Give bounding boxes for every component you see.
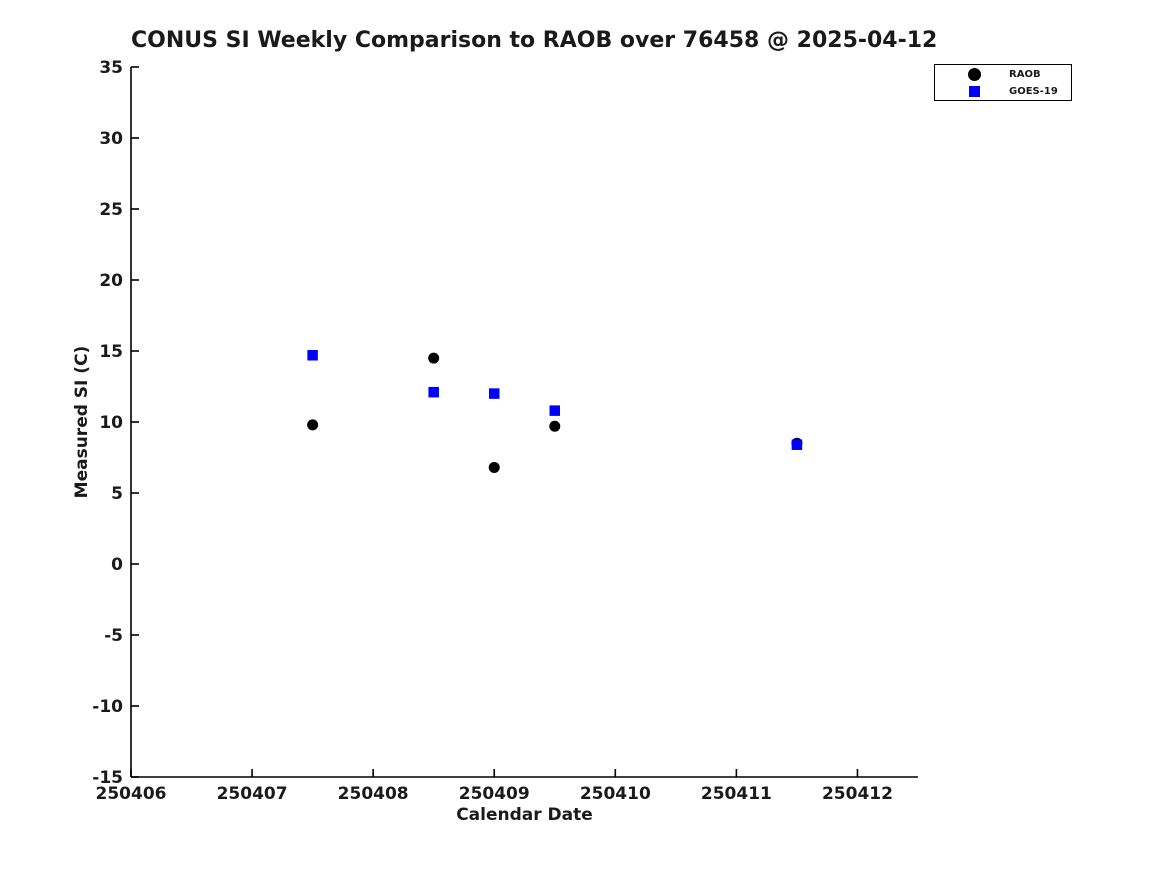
y-tick-label: 35 bbox=[99, 58, 123, 78]
y-tick-label: -5 bbox=[104, 626, 123, 646]
legend-label-goes19: GOES-19 bbox=[1009, 85, 1058, 97]
goes19-point bbox=[488, 388, 500, 399]
y-tick-label: -15 bbox=[92, 768, 123, 788]
y-tick-label: 20 bbox=[99, 271, 123, 291]
y-tick-label: 30 bbox=[99, 129, 123, 149]
raob-point bbox=[307, 419, 319, 431]
legend-row-goes19: GOES-19 bbox=[935, 83, 1071, 99]
legend: RAOB GOES-19 bbox=[934, 64, 1072, 101]
raob-circle-icon bbox=[967, 67, 981, 81]
x-axis-label: Calendar Date bbox=[456, 805, 593, 825]
x-tick-label: 250406 bbox=[96, 784, 167, 804]
y-tick-label: 15 bbox=[99, 342, 123, 362]
chart-title: CONUS SI Weekly Comparison to RAOB over … bbox=[131, 28, 938, 53]
goes19-point bbox=[428, 386, 439, 398]
x-tick-label: 250407 bbox=[217, 784, 288, 804]
goes19-point bbox=[549, 405, 561, 416]
raob-point bbox=[428, 352, 440, 364]
legend-row-raob: RAOB bbox=[935, 66, 1071, 82]
y-axis-label: Measured SI (C) bbox=[72, 346, 92, 499]
y-tick-label: 0 bbox=[111, 555, 123, 575]
goes19-point bbox=[791, 439, 803, 450]
goes19-square-icon bbox=[967, 84, 981, 98]
raob-point bbox=[488, 461, 500, 473]
x-tick-label: 250411 bbox=[701, 784, 772, 804]
x-tick-label: 250410 bbox=[580, 784, 651, 804]
legend-label-raob: RAOB bbox=[1009, 68, 1041, 80]
goes19-point bbox=[307, 350, 318, 361]
y-tick-label: 5 bbox=[111, 484, 123, 504]
y-tick-label: -10 bbox=[92, 697, 123, 717]
raob-point bbox=[549, 420, 561, 432]
x-tick-label: 250408 bbox=[338, 784, 409, 804]
x-tick-label: 250412 bbox=[822, 784, 893, 804]
y-tick-label: 25 bbox=[99, 200, 123, 220]
x-tick-label: 250409 bbox=[459, 784, 530, 804]
y-tick-label: 10 bbox=[99, 413, 123, 433]
